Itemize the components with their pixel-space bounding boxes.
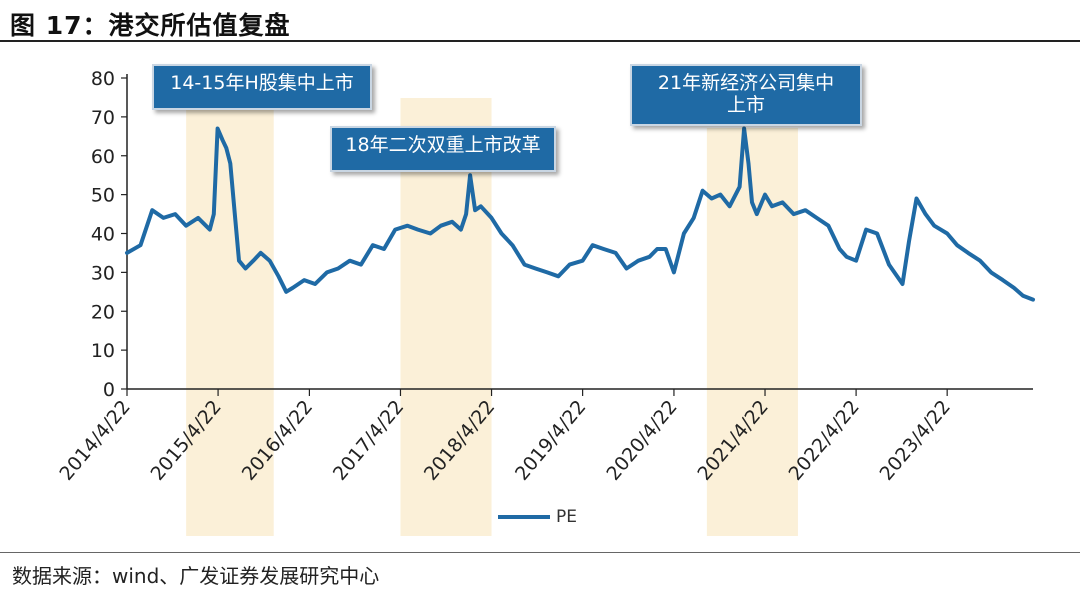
x-tick-label-4: 2017/4/22	[329, 396, 408, 485]
y-tick-label-70: 70	[91, 107, 115, 129]
y-tick-label-60: 60	[91, 146, 115, 168]
y-tick-label-30: 30	[91, 262, 115, 284]
source-note: 数据来源：wind、广发证券发展研究中心	[12, 564, 380, 588]
x-tick-label-1: 2014/4/22	[55, 396, 134, 485]
y-tick-label-40: 40	[91, 224, 115, 246]
y-tick-label-0: 0	[103, 379, 115, 401]
source-rule	[0, 552, 1080, 553]
x-tick-label-7: 2020/4/22	[602, 396, 681, 485]
chart-legend: PE	[498, 506, 577, 528]
pe-series-line	[125, 126, 1035, 302]
legend-pe-label: PE	[556, 507, 577, 527]
y-tick-label-50: 50	[91, 185, 115, 207]
title-rule	[0, 40, 1080, 42]
x-tick-label-10: 2023/4/22	[876, 396, 955, 485]
y-tick-label-80: 80	[91, 68, 115, 90]
y-tick-label-10: 10	[91, 340, 115, 362]
legend-pe-swatch	[498, 515, 550, 519]
annotation-hshare-listing: 14-15年H股集中上市	[152, 64, 372, 110]
x-tick-label-6: 2019/4/22	[511, 396, 590, 485]
y-tick-label-20: 20	[91, 301, 115, 323]
annotation-new-economy-listing: 21年新经济公司集中上市	[630, 64, 862, 126]
annotation-secondary-listing-reform: 18年二次双重上市改革	[330, 126, 556, 172]
figure-title: 图 17：港交所估值复盘	[10, 11, 291, 40]
